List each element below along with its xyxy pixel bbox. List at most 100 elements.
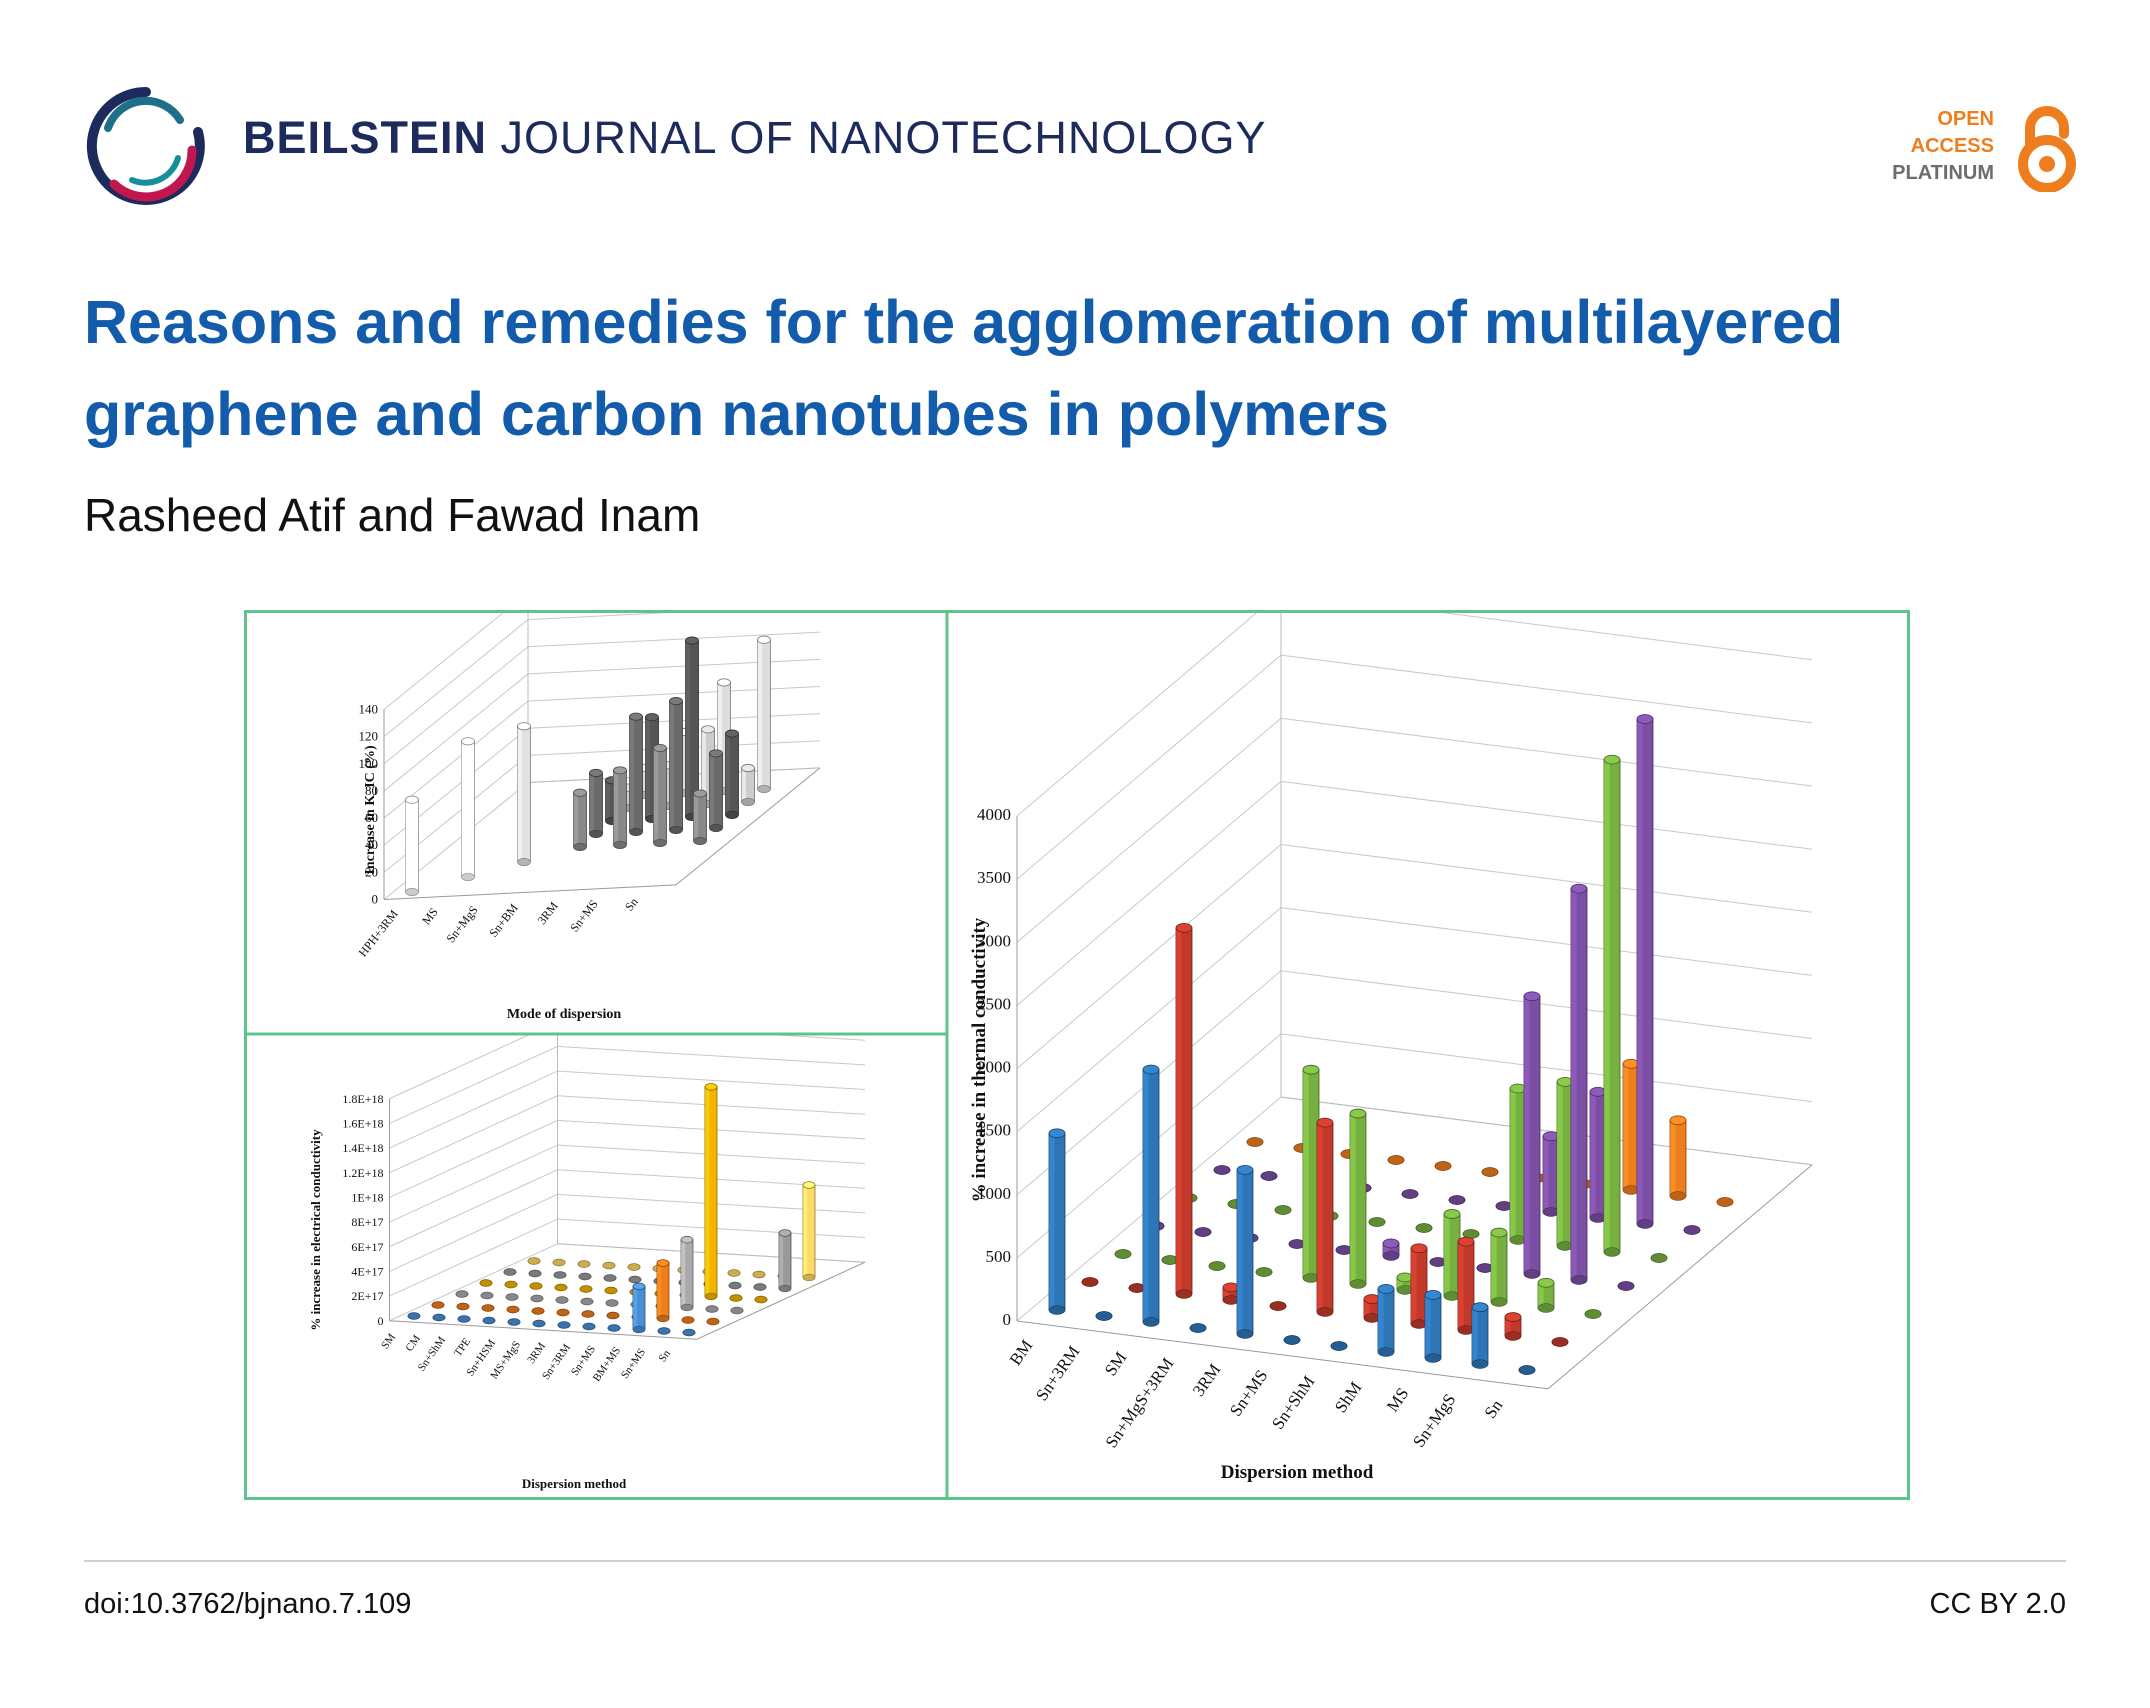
bar-base — [754, 1295, 768, 1304]
bar — [531, 1307, 545, 1315]
bar — [1589, 1086, 1607, 1223]
bar-base — [1424, 1353, 1442, 1363]
bar-base — [669, 826, 683, 834]
y-tick-label: 1.8E+18 — [342, 1092, 383, 1106]
bar — [1236, 1164, 1254, 1339]
bar-base — [757, 785, 771, 793]
bar-base — [727, 1269, 741, 1277]
bar-base — [481, 1304, 495, 1312]
bar-base — [517, 858, 531, 866]
bar — [1246, 1137, 1264, 1147]
bar-base — [431, 1301, 445, 1309]
bar-top — [1669, 1115, 1687, 1126]
bar-base — [1650, 1253, 1668, 1263]
bar — [1316, 1117, 1334, 1317]
y-axis-title: Increase in K_IC (%) — [363, 745, 378, 875]
bar — [405, 795, 419, 896]
bar-top — [405, 795, 419, 804]
bar-base — [1504, 1331, 1522, 1341]
bar — [1269, 1301, 1287, 1311]
bar-base — [505, 1293, 519, 1301]
bar — [627, 1263, 641, 1271]
y-axis-title: % increase in electrical conductivity — [308, 1129, 323, 1331]
bar — [1189, 1323, 1207, 1333]
bar-base — [1509, 1235, 1527, 1245]
bar-base — [680, 1303, 694, 1312]
bar-base — [1401, 1189, 1419, 1199]
journal-name[interactable]: BEILSTEIN JOURNAL OF NANOTECHNOLOGY — [243, 112, 1266, 164]
bar-top — [1382, 1238, 1400, 1249]
bar — [589, 768, 603, 838]
bar — [1222, 1282, 1240, 1305]
bar — [1288, 1239, 1306, 1249]
bar — [1570, 883, 1588, 1285]
bar — [1448, 1195, 1466, 1205]
bar — [629, 712, 643, 836]
y-tick-label: 3500 — [977, 868, 1011, 887]
bar-base — [1142, 1317, 1160, 1327]
bar-base — [1490, 1297, 1508, 1307]
bar — [553, 1271, 567, 1279]
bar-base — [405, 888, 419, 896]
bar — [1556, 1076, 1574, 1251]
bar-base — [482, 1316, 496, 1325]
bar — [1335, 1245, 1353, 1255]
bar-base — [480, 1291, 494, 1300]
bar-top — [1570, 883, 1588, 894]
bar — [1260, 1171, 1278, 1181]
bar-base — [752, 1270, 766, 1279]
bar — [1603, 754, 1621, 1257]
x-category-label: SM — [1101, 1348, 1131, 1379]
bar — [530, 1294, 544, 1303]
bar — [705, 1305, 719, 1313]
x-category-label: SM — [379, 1331, 398, 1351]
bar-highlight — [613, 770, 619, 845]
bar — [1551, 1337, 1569, 1347]
bar — [1255, 1267, 1273, 1277]
bar-base — [553, 1271, 567, 1279]
bar-base — [457, 1315, 471, 1323]
bar-highlight — [1049, 1133, 1055, 1310]
x-category-label: Sn — [622, 895, 641, 914]
bar-top — [1424, 1289, 1442, 1300]
y-tick-label: 1E+18 — [351, 1190, 383, 1204]
bar-top — [1377, 1283, 1395, 1294]
bar — [1495, 1201, 1513, 1211]
bar — [457, 1315, 471, 1323]
bar — [1095, 1311, 1113, 1321]
bar — [407, 1312, 421, 1320]
bar — [1481, 1167, 1499, 1177]
bar-base — [554, 1283, 568, 1292]
bar-top — [1236, 1164, 1254, 1175]
bar-base — [1429, 1257, 1447, 1267]
bar-base — [456, 1302, 470, 1311]
y-tick-label: 500 — [986, 1247, 1012, 1266]
bar-top — [1316, 1117, 1334, 1128]
journal-name-rest: JOURNAL OF NANOTECHNOLOGY — [500, 112, 1267, 163]
bar — [1396, 1272, 1414, 1295]
bar-base — [1274, 1205, 1292, 1215]
bar-top — [613, 766, 627, 775]
bar — [579, 1285, 593, 1293]
bar — [709, 749, 723, 832]
bar-top — [1603, 754, 1621, 765]
bar-highlight — [657, 1263, 662, 1319]
bar-highlight — [1411, 1248, 1417, 1324]
bar-base — [706, 1317, 720, 1326]
bar-highlight — [1557, 1081, 1563, 1246]
bar-base — [1495, 1201, 1513, 1211]
open-access-badge[interactable]: OPEN ACCESS PLATINUM — [1860, 106, 2080, 192]
license-label[interactable]: CC BY 2.0 — [1929, 1588, 2066, 1620]
doi-link[interactable]: doi:10.3762/bjnano.7.109 — [84, 1588, 412, 1620]
x-category-label: MS — [1383, 1384, 1413, 1415]
bar-highlight — [1571, 888, 1577, 1280]
bar-base — [1603, 1247, 1621, 1257]
bar-base — [704, 1292, 718, 1301]
graphical-abstract-figure: 0 20 40 60 80 100 120 140 HPH+3RM MS Sn+MgS Sn+BM 3R… — [244, 610, 1910, 1500]
bar-base — [607, 1324, 621, 1332]
bar-base — [1556, 1241, 1574, 1251]
bar-base — [1095, 1311, 1113, 1321]
bar-base — [1387, 1155, 1405, 1165]
gridline — [1016, 780, 1813, 1006]
